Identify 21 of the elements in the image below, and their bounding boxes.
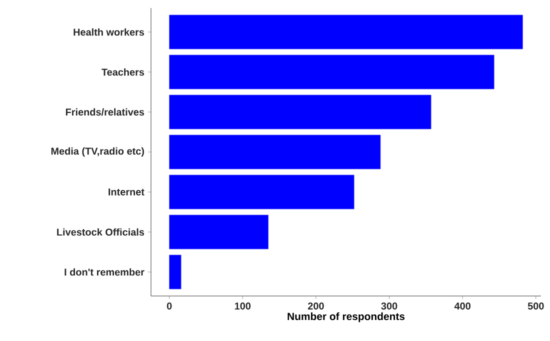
y-tick-label: Teachers xyxy=(102,68,144,76)
y-tick-label: Internet xyxy=(108,188,144,196)
y-tick-label: Health workers xyxy=(74,28,144,36)
bar xyxy=(169,134,381,170)
bar xyxy=(169,254,182,290)
y-tick-label: Friends/relatives xyxy=(66,108,144,116)
bar xyxy=(169,14,523,50)
bar xyxy=(169,174,354,210)
y-tick-label: I don't remember xyxy=(64,268,144,276)
x-tick-label: 300 xyxy=(381,302,398,310)
x-tick-label: 100 xyxy=(234,302,251,310)
bar xyxy=(169,94,432,130)
x-tick-label: 200 xyxy=(308,302,324,310)
x-tick-label: 400 xyxy=(454,302,470,310)
x-tick-label: 0 xyxy=(166,302,172,310)
bar xyxy=(169,214,268,250)
x-tick-label: 500 xyxy=(528,302,544,310)
y-tick-label: Livestock Officials xyxy=(57,228,144,236)
y-tick-label: Media (TV,radio etc) xyxy=(51,147,144,157)
bar xyxy=(169,54,494,90)
x-axis-title: Number of respondents xyxy=(288,312,405,322)
